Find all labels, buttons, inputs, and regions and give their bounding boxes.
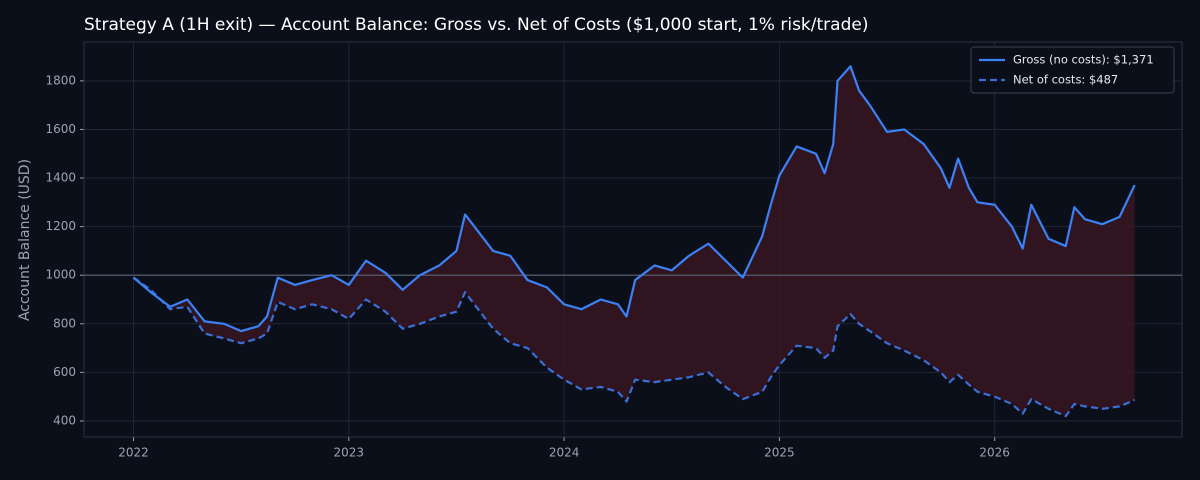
chart-title: Strategy A (1H exit) — Account Balance: … [84,15,868,35]
y-tick-label: 1400 [45,171,76,185]
y-tick-label: 600 [53,365,76,379]
y-tick-label: 1600 [45,122,76,136]
x-tick-label: 2024 [549,446,580,460]
x-tick-label: 2023 [334,446,365,460]
y-axis-label: Account Balance (USD) [17,159,33,321]
y-tick-label: 400 [53,413,76,427]
series-line [132,276,1136,418]
legend-label: Net of costs: $487 [1013,73,1118,87]
series-line [132,65,1136,333]
y-tick-label: 1200 [45,219,76,233]
legend: Gross (no costs): $1,371 Net of costs: $4… [970,46,1175,94]
x-tick-label: 2026 [979,446,1010,460]
x-tick-label: 2022 [118,446,149,460]
x-tick-label: 2025 [764,446,795,460]
y-tick-label: 800 [53,316,76,330]
legend-label: Gross (no costs): $1,371 [1013,53,1154,67]
y-tick-label: 1800 [45,73,76,87]
legend-box [970,46,1175,94]
fill-between [133,66,1135,417]
y-tick-label: 1000 [45,268,76,282]
plot-frame [83,41,1183,438]
